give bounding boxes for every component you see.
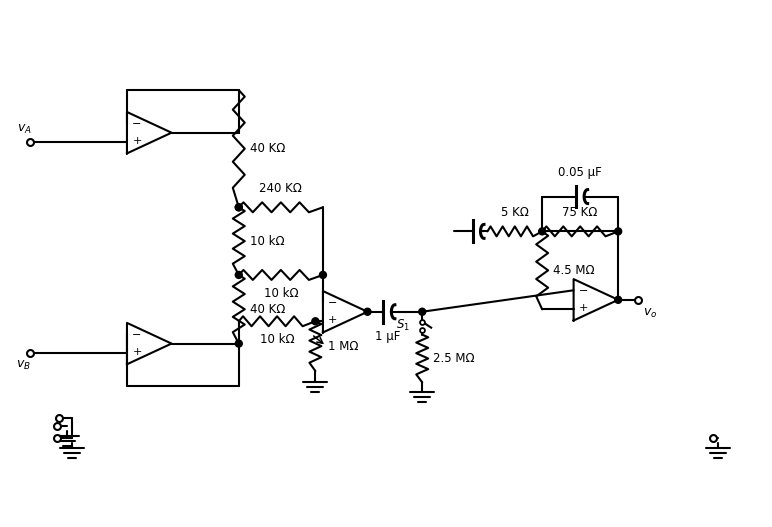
- Text: 10 kΩ: 10 kΩ: [259, 333, 294, 346]
- Text: +: +: [328, 316, 337, 326]
- Text: 1 MΩ: 1 MΩ: [328, 339, 359, 353]
- Text: −: −: [579, 286, 588, 296]
- Circle shape: [615, 296, 621, 304]
- Circle shape: [539, 228, 546, 235]
- Text: +: +: [579, 304, 588, 314]
- Text: $v_B$: $v_B$: [16, 359, 32, 372]
- Text: 75 KΩ: 75 KΩ: [563, 207, 598, 219]
- Circle shape: [615, 228, 621, 235]
- Text: −: −: [132, 330, 142, 340]
- Text: 10 kΩ: 10 kΩ: [249, 235, 284, 248]
- Text: 10 kΩ: 10 kΩ: [263, 287, 298, 300]
- Text: 240 KΩ: 240 KΩ: [259, 182, 303, 196]
- Text: 1 μF: 1 μF: [374, 330, 400, 343]
- Circle shape: [312, 318, 319, 325]
- Text: $v_o$: $v_o$: [643, 307, 658, 320]
- Circle shape: [320, 271, 327, 278]
- Text: 0.05 μF: 0.05 μF: [558, 165, 602, 179]
- Text: −: −: [328, 298, 337, 308]
- Text: 5 KΩ: 5 KΩ: [501, 207, 529, 219]
- Text: $S_1$: $S_1$: [396, 318, 410, 333]
- Circle shape: [235, 271, 242, 278]
- Text: 40 KΩ: 40 KΩ: [249, 302, 285, 316]
- Text: +: +: [132, 347, 142, 357]
- Text: 40 KΩ: 40 KΩ: [249, 142, 285, 155]
- Text: 4.5 MΩ: 4.5 MΩ: [553, 264, 594, 277]
- Circle shape: [235, 340, 242, 347]
- Text: 2.5 MΩ: 2.5 MΩ: [433, 352, 475, 365]
- Text: −: −: [132, 119, 142, 129]
- Circle shape: [418, 308, 425, 315]
- Circle shape: [235, 204, 242, 211]
- Text: $v_A$: $v_A$: [16, 123, 32, 136]
- Circle shape: [235, 204, 242, 211]
- Text: +: +: [132, 136, 142, 147]
- Circle shape: [364, 308, 371, 315]
